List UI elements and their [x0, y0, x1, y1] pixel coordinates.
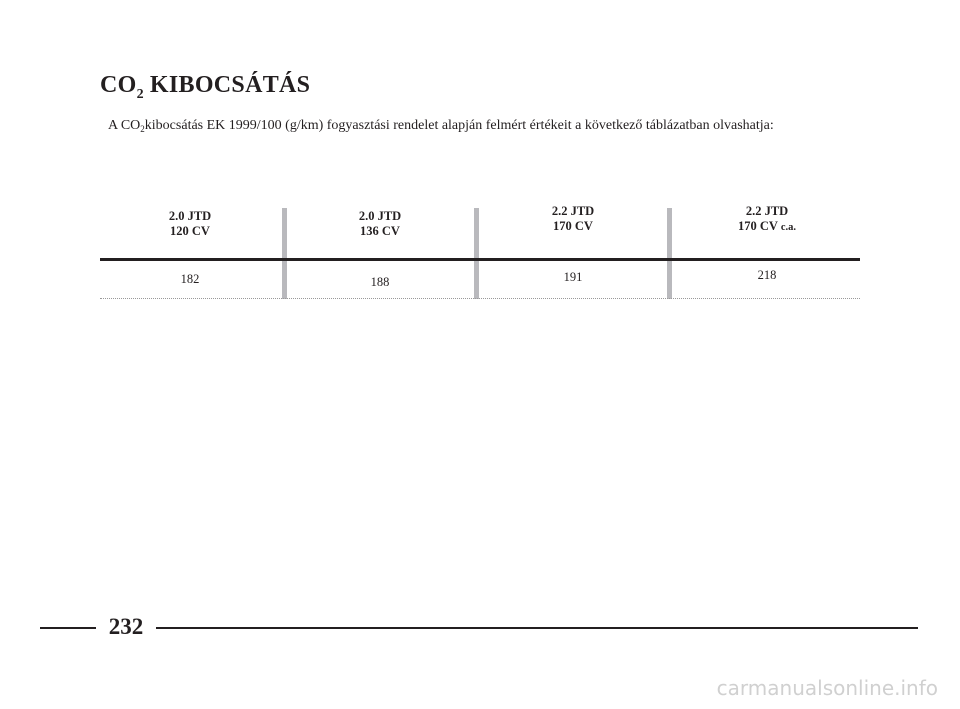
title-rest: KIBOCSÁTÁS [149, 72, 311, 98]
model: 2.0 JTD [168, 209, 212, 223]
value: 182 [180, 272, 200, 286]
column-divider [667, 208, 672, 299]
column-divider [282, 208, 287, 299]
intro-before: A CO [108, 118, 141, 133]
power: 136 CV [360, 224, 400, 238]
column-header: 2.0 JTD 120 CV [110, 209, 270, 239]
footer-rule [156, 627, 918, 629]
footer-rule [40, 627, 96, 629]
value: 188 [370, 275, 390, 289]
power-suffix: c.a. [780, 222, 796, 233]
watermark: carmanualsonline.info [716, 676, 938, 700]
power: 170 CV [737, 219, 778, 233]
title-subscript: 2 [136, 87, 144, 102]
bottom-rule [100, 298, 860, 299]
value: 218 [757, 268, 777, 282]
column-header: 2.0 JTD 136 CV [300, 209, 460, 239]
model: 2.2 JTD [745, 204, 789, 218]
model: 2.0 JTD [358, 209, 402, 223]
power: 170 CV [553, 219, 593, 233]
title: CO2 KIBOCSÁTÁS [100, 72, 310, 103]
title-main: CO [100, 72, 137, 98]
header-rule [100, 258, 860, 261]
intro: A CO2kibocsátás EK 1999/100 (g/km) fogya… [108, 118, 774, 134]
column-header: 2.2 JTD 170 CV c.a. [687, 204, 847, 235]
power: 120 CV [170, 224, 210, 238]
column-header: 2.2 JTD 170 CV [493, 204, 653, 234]
page-number: 232 [108, 614, 144, 639]
value: 191 [563, 270, 583, 284]
intro-after: kibocsátás EK 1999/100 (g/km) fogyasztás… [144, 118, 774, 133]
power-line: 170 CV c.a. [687, 219, 847, 235]
column-divider [474, 208, 479, 299]
model: 2.2 JTD [551, 204, 595, 218]
intro-subscript: 2 [140, 124, 145, 134]
